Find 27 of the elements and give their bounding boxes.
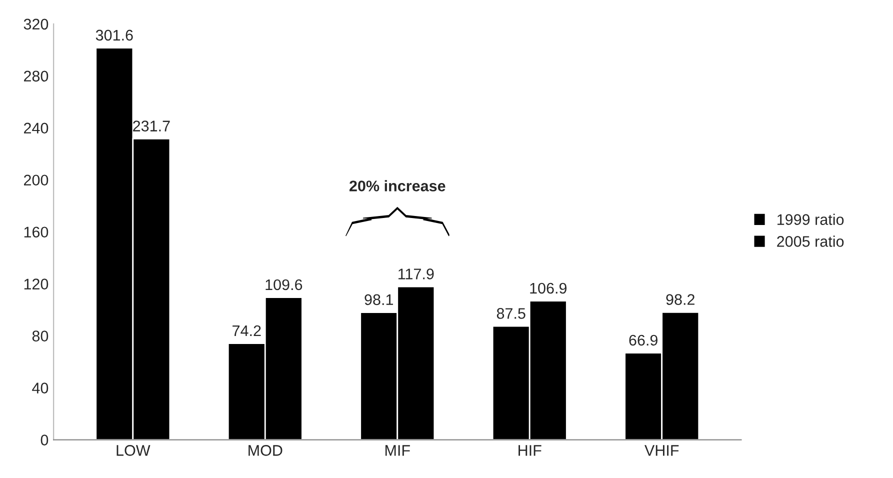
data-label: 109.6 — [266, 279, 302, 290]
annotation: 20% increase — [350, 180, 446, 192]
x-tick-label: MOD — [248, 445, 282, 456]
y-tick-label: 240 — [24, 122, 48, 134]
y-tick-label: 200 — [24, 174, 48, 186]
y-tick-label: 320 — [24, 18, 48, 30]
data-label: 74.2 — [232, 325, 261, 336]
x-tick-label: LOW — [116, 445, 150, 456]
y-tick-label: 80 — [32, 330, 48, 342]
data-label: 231.7 — [133, 120, 170, 132]
y-tick-label: 160 — [24, 226, 48, 238]
data-label: 301.6 — [96, 30, 133, 41]
legend-label: 2005 ratio — [777, 236, 844, 247]
data-label: 98.2 — [666, 294, 694, 305]
data-label: 106.9 — [530, 282, 567, 294]
y-tick-label: 40 — [32, 382, 48, 394]
x-tick-label: VHIF — [644, 445, 679, 456]
x-tick-label: MIF — [385, 445, 410, 456]
data-label: 98.1 — [364, 294, 393, 306]
data-label: 66.9 — [629, 334, 658, 346]
data-label: 117.9 — [398, 268, 434, 280]
legend-label: 1999 ratio — [777, 214, 844, 225]
y-tick-label: 280 — [24, 70, 48, 82]
y-tick-label: 120 — [24, 278, 48, 290]
x-tick-label: HIF — [518, 445, 542, 456]
data-label: 87.5 — [496, 308, 526, 319]
y-tick-label: 0 — [40, 434, 48, 446]
